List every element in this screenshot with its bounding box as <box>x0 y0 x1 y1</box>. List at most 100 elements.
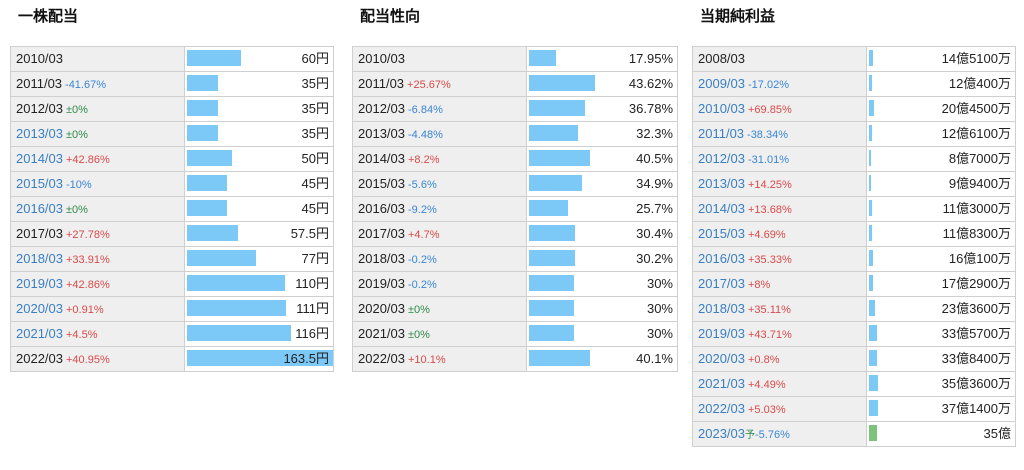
value-text: 60円 <box>301 51 329 66</box>
value-cell: 17億2900万 <box>867 272 1015 296</box>
row-label: 2023/03予-5.76% <box>693 422 867 446</box>
year-label: 2018/03 <box>358 251 405 266</box>
year-link[interactable]: 2015/03 <box>698 226 745 241</box>
change-percent: ±0% <box>408 304 430 316</box>
year-label: 2011/03 <box>16 76 63 91</box>
year-link[interactable]: 2010/03 <box>698 101 745 116</box>
year-label: 2016/03 <box>358 201 405 216</box>
year-link[interactable]: 2012/03 <box>698 151 745 166</box>
value-cell: 35円 <box>185 122 333 146</box>
year-link[interactable]: 2021/03 <box>698 376 745 391</box>
year-link[interactable]: 2016/03 <box>698 251 745 266</box>
year-link[interactable]: 2020/03 <box>698 351 745 366</box>
value-bar <box>869 400 878 416</box>
value-cell: 35億 <box>867 422 1015 446</box>
value-text: 163.5円 <box>283 351 329 366</box>
year-link[interactable]: 2019/03 <box>16 276 63 291</box>
value-text: 32.3% <box>636 126 673 141</box>
value-cell: 163.5円 <box>185 347 333 371</box>
table-row: 2019/03 -0.2% 30% <box>353 272 677 297</box>
value-bar <box>869 125 873 141</box>
value-text: 111円 <box>296 301 329 316</box>
table-row: 2021/03 +4.5% 116円 <box>11 322 333 347</box>
year-link[interactable]: 2018/03 <box>16 251 63 266</box>
value-cell: 16億100万 <box>867 247 1015 271</box>
change-percent: +42.86% <box>66 154 110 166</box>
value-cell: 50円 <box>185 147 333 171</box>
table-row: 2023/03予-5.76% 35億 <box>693 422 1015 447</box>
row-label: 2016/03 ±0% <box>11 197 185 221</box>
dividend-table: 2010/03 60円 2011/03 -41.67% 35円 2012/03 ±0% 35円… <box>10 46 334 372</box>
value-text: 30% <box>646 326 673 341</box>
value-bar <box>187 200 228 216</box>
year-link[interactable]: 2022/03 <box>698 401 745 416</box>
year-link[interactable]: 2015/03 <box>16 176 63 191</box>
year-link[interactable]: 2014/03 <box>16 151 63 166</box>
value-bar <box>869 325 878 341</box>
year-link[interactable]: 2021/03 <box>16 326 63 341</box>
year-link[interactable]: 2014/03 <box>698 201 745 216</box>
year-link[interactable]: 2020/03 <box>16 301 63 316</box>
row-label: 2020/03 +0.8% <box>693 347 867 371</box>
change-percent: +4.5% <box>66 329 98 341</box>
value-cell: 14億5100万 <box>867 47 1015 71</box>
value-cell: 35円 <box>185 97 333 121</box>
row-label: 2014/03 +13.68% <box>693 197 867 221</box>
value-cell: 30.4% <box>527 222 677 246</box>
row-label: 2012/03 ±0% <box>11 97 185 121</box>
change-percent: -10% <box>66 179 92 191</box>
value-cell: 30% <box>527 272 677 296</box>
year-link[interactable]: 2019/03 <box>698 326 745 341</box>
change-percent: -4.48% <box>408 129 443 141</box>
year-link[interactable]: 2016/03 <box>16 201 63 216</box>
value-cell: 25.7% <box>527 197 677 221</box>
year-link[interactable]: 2018/03 <box>698 301 745 316</box>
value-bar <box>869 175 872 191</box>
value-bar <box>529 200 568 216</box>
year-link[interactable]: 2013/03 <box>16 126 63 141</box>
year-link[interactable]: 2011/03 <box>698 126 745 141</box>
value-cell: 60円 <box>185 47 333 71</box>
year-label: 2012/03 <box>16 101 63 116</box>
change-percent: -38.34% <box>747 129 789 141</box>
change-percent: +0.8% <box>748 354 780 366</box>
value-text: 36.78% <box>628 101 673 116</box>
value-bar <box>869 50 873 66</box>
table-row: 2015/03 -5.6% 34.9% <box>353 172 677 197</box>
value-bar <box>529 325 575 341</box>
value-cell: 12億400万 <box>867 72 1015 96</box>
value-bar <box>187 250 256 266</box>
year-label: 2020/03 <box>358 301 405 316</box>
value-cell: 30% <box>527 322 677 346</box>
value-bar <box>187 325 291 341</box>
row-label: 2020/03 ±0% <box>353 297 527 321</box>
payout-ratio-panel: 配当性向 2010/03 17.95% 2011/03 +25.67% 43.62% 20… <box>352 0 678 372</box>
row-label: 2011/03 +25.67% <box>353 72 527 96</box>
change-percent: +42.86% <box>66 279 110 291</box>
panel-title: 当期純利益 <box>700 7 776 25</box>
value-bar <box>869 275 874 291</box>
row-label: 2013/03 -4.48% <box>353 122 527 146</box>
value-bar <box>529 350 590 366</box>
value-cell: 110円 <box>185 272 333 296</box>
value-bar <box>187 175 228 191</box>
year-link[interactable]: 2023/03 <box>698 426 745 441</box>
change-percent: +4.7% <box>408 229 440 241</box>
change-percent: +13.68% <box>748 204 792 216</box>
value-bar <box>529 250 575 266</box>
year-link[interactable]: 2013/03 <box>698 176 745 191</box>
row-label: 2015/03 +4.69% <box>693 222 867 246</box>
value-cell: 43.62% <box>527 72 677 96</box>
year-label: 2008/03 <box>698 51 745 66</box>
row-label: 2020/03 +0.91% <box>11 297 185 321</box>
value-bar <box>869 300 875 316</box>
year-link[interactable]: 2009/03 <box>698 76 745 91</box>
year-label: 2019/03 <box>358 276 405 291</box>
value-text: 12億6100万 <box>941 126 1011 141</box>
value-bar <box>187 100 219 116</box>
table-row: 2013/03 +14.25% 9億9400万 <box>693 172 1015 197</box>
year-link[interactable]: 2017/03 <box>698 276 745 291</box>
change-percent: +4.49% <box>748 379 786 391</box>
value-text: 30.4% <box>636 226 673 241</box>
value-text: 20億4500万 <box>941 101 1011 116</box>
